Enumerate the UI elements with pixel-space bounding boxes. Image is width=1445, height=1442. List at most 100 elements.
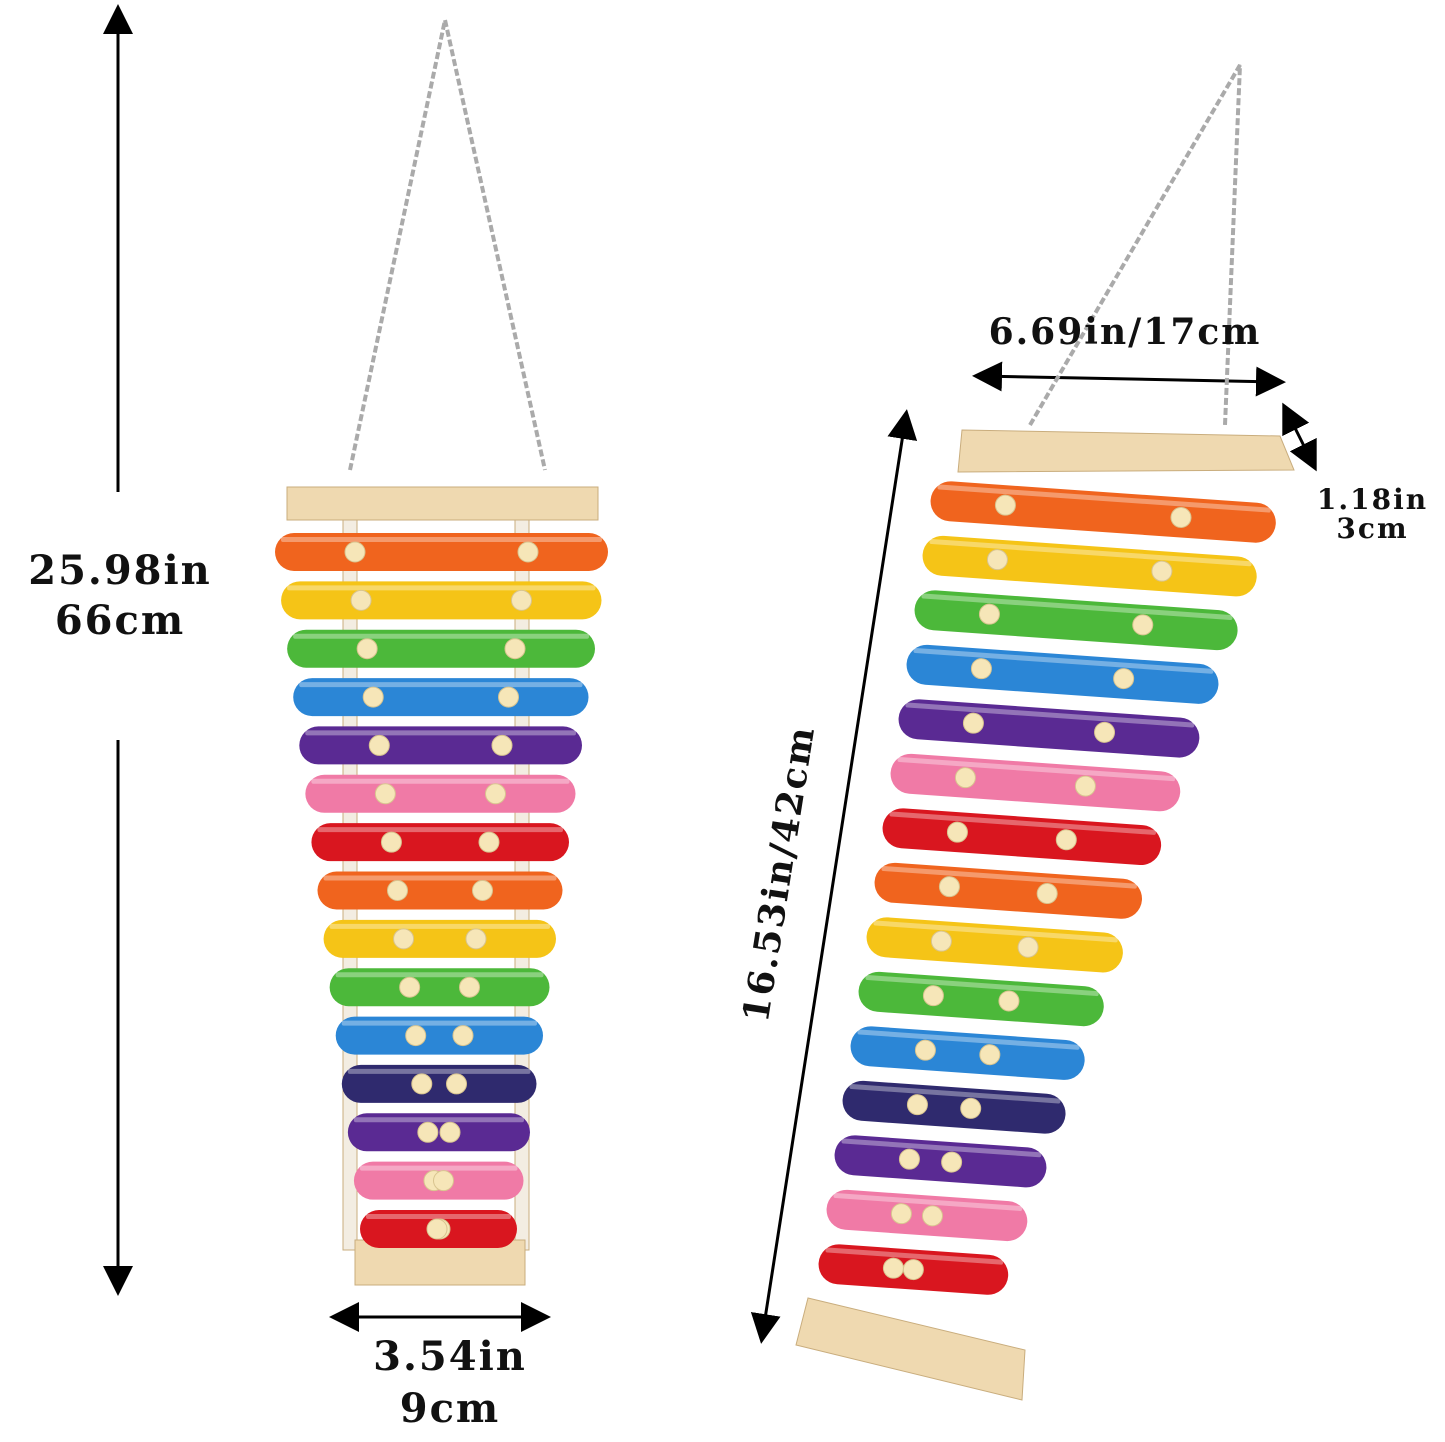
bottom-width-cm: 9cm <box>399 1385 501 1432</box>
peg <box>504 638 526 660</box>
depth-in: 1.18in <box>1316 483 1429 516</box>
peg <box>368 734 390 756</box>
xylophone-bar <box>360 1210 517 1248</box>
peg <box>978 603 1000 625</box>
xylophone-bar <box>305 774 576 813</box>
bottom-width-label: 3.54in 9cm <box>330 1336 570 1430</box>
xylophone-bar <box>353 1161 524 1200</box>
peg <box>356 638 378 660</box>
peg <box>1036 883 1058 905</box>
peg <box>986 549 1008 571</box>
peg <box>517 541 539 563</box>
xylophone-bar <box>329 968 550 1007</box>
xylophone-bar <box>341 1064 537 1103</box>
left-top-frame <box>286 486 599 521</box>
peg <box>393 928 415 950</box>
peg <box>478 831 500 853</box>
xylophone-bar <box>850 1026 1085 1080</box>
xylophone-bar <box>317 871 563 910</box>
top-width-arrow <box>972 361 1286 397</box>
peg <box>1132 614 1154 636</box>
peg <box>898 1148 920 1170</box>
peg <box>906 1094 928 1116</box>
total-height-label: 25.98in 66cm <box>0 550 240 642</box>
peg <box>1055 829 1077 851</box>
xylophone-bar <box>914 590 1238 651</box>
peg <box>498 686 520 708</box>
peg <box>426 1218 448 1240</box>
peg <box>902 1259 924 1281</box>
xylophone-bar <box>275 533 608 571</box>
peg <box>432 1170 454 1192</box>
peg <box>970 658 992 680</box>
right-top-frame <box>957 429 1295 473</box>
peg <box>362 686 384 708</box>
left-chain <box>348 19 547 471</box>
peg <box>465 928 487 950</box>
peg <box>350 589 372 611</box>
peg <box>962 712 984 734</box>
peg <box>472 880 493 901</box>
peg <box>1151 560 1173 582</box>
peg <box>930 930 952 952</box>
xylophone-bar <box>874 862 1143 919</box>
peg <box>954 767 976 789</box>
xylophone-bar <box>818 1244 1009 1295</box>
total-height-in: 25.98in <box>28 547 212 594</box>
depth-arrow <box>1282 402 1317 472</box>
peg <box>938 876 960 898</box>
peg <box>485 783 506 805</box>
peg <box>417 1121 439 1143</box>
xylophone-bar <box>834 1135 1047 1188</box>
peg <box>1017 936 1039 958</box>
peg <box>399 976 421 998</box>
peg <box>491 734 513 756</box>
peg <box>344 541 366 563</box>
peg <box>459 976 480 998</box>
peg <box>1113 668 1135 690</box>
xylophone-bar <box>858 971 1104 1027</box>
peg <box>387 880 408 901</box>
xylophone-bar <box>311 823 569 862</box>
xylophone-bar <box>826 1189 1028 1242</box>
peg <box>960 1097 982 1119</box>
left-xylophone <box>275 486 608 1286</box>
right-base <box>795 1297 1026 1401</box>
right-xylophone <box>795 429 1295 1401</box>
peg <box>946 821 968 843</box>
xylophone-bar <box>347 1113 530 1152</box>
xylophone-bar <box>898 699 1200 758</box>
peg <box>1170 506 1192 528</box>
bottom-width-in: 3.54in <box>373 1333 527 1380</box>
peg <box>890 1203 912 1225</box>
peg <box>922 985 944 1007</box>
peg <box>380 831 402 853</box>
peg <box>445 1073 467 1095</box>
peg <box>998 990 1020 1012</box>
xylophone-bar <box>299 726 582 765</box>
length-arrow <box>750 409 918 1344</box>
xylophone-bar <box>922 535 1257 597</box>
xylophone-bar <box>866 917 1123 973</box>
peg <box>994 494 1016 516</box>
peg <box>979 1044 1001 1066</box>
peg <box>411 1073 433 1095</box>
xylophone-bar <box>906 644 1219 704</box>
peg <box>914 1039 936 1061</box>
total-height-cm: 66cm <box>54 597 186 644</box>
peg <box>405 1025 427 1047</box>
xylophone-bar <box>323 919 556 958</box>
xylophone-bar <box>882 808 1162 866</box>
peg <box>452 1025 474 1047</box>
xylophone-bar <box>930 481 1276 543</box>
xylophone-bar <box>281 581 602 620</box>
depth-label: 1.18in 3cm <box>1300 485 1445 544</box>
peg <box>439 1121 461 1143</box>
xylophone-bar <box>842 1080 1066 1134</box>
peg <box>1094 721 1116 743</box>
xylophone-bar <box>293 678 589 717</box>
xylophone-bar <box>890 753 1181 812</box>
top-width-label: 6.69in/17cm <box>988 311 1262 353</box>
peg <box>511 589 533 611</box>
